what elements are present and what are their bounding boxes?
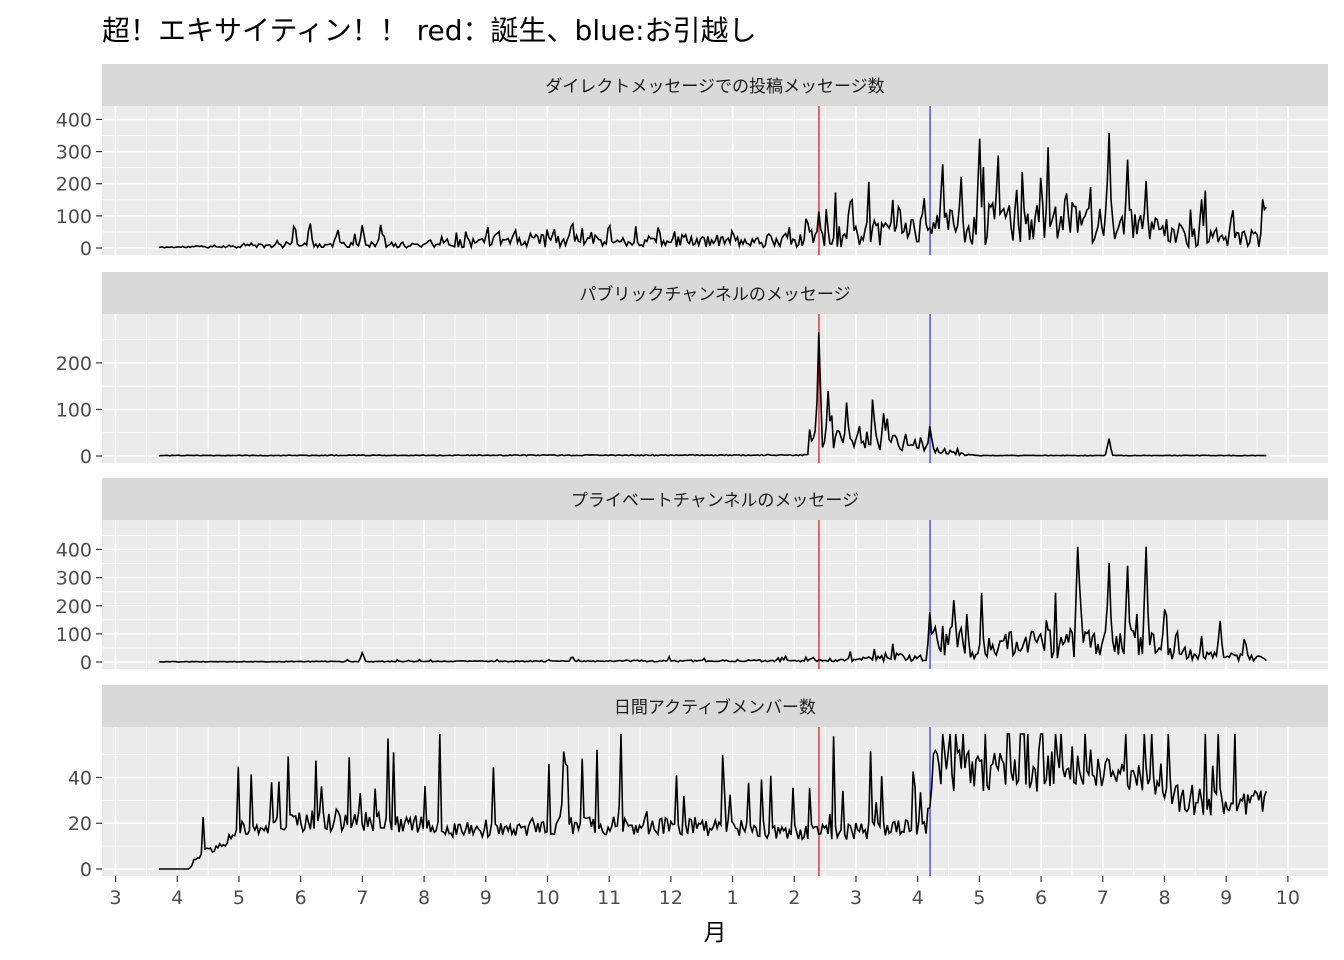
y-tick-label: 400 — [56, 109, 92, 131]
x-tick-label: 10 — [1276, 887, 1300, 909]
facet-strip — [102, 64, 1328, 106]
facet-strip — [102, 272, 1328, 314]
y-tick-label: 0 — [80, 238, 92, 260]
y-tick-label: 400 — [56, 540, 92, 562]
y-tick-label: 300 — [56, 568, 92, 590]
facet-public-channels: パブリックチャンネルのメッセージ 0 100 200 — [56, 272, 1328, 468]
y-axis: 0 20 40 — [68, 767, 102, 881]
x-tick-label: 5 — [233, 887, 245, 909]
x-tick-label: 1 — [727, 887, 739, 909]
x-tick-label: 8 — [1158, 887, 1170, 909]
series-line — [158, 132, 1267, 251]
x-tick-label: 9 — [480, 887, 492, 909]
facet-strip — [102, 478, 1328, 520]
y-axis: 0 100 200 — [56, 353, 102, 468]
x-tick-label: 10 — [535, 887, 559, 909]
panel-background — [102, 727, 1328, 876]
x-tick-label: 4 — [171, 887, 183, 909]
x-tick-label: 4 — [912, 887, 924, 909]
x-tick-label: 6 — [295, 887, 307, 909]
series-line — [158, 546, 1267, 665]
x-tick-label: 11 — [597, 887, 621, 909]
facet-title: プライベートチャンネルのメッセージ — [571, 491, 859, 511]
y-tick-label: 100 — [56, 206, 92, 228]
facet-direct-messages: ダイレクトメッセージでの投稿メッセージ数 0 100 200 300 400 — [56, 64, 1328, 260]
x-tick-label: 12 — [659, 887, 683, 909]
x-tick-label: 2 — [788, 887, 800, 909]
series-line — [158, 733, 1268, 870]
facet-title: 日間アクティブメンバー数 — [614, 697, 816, 718]
x-tick-label: 6 — [1035, 887, 1047, 909]
x-tick-label: 5 — [973, 887, 985, 909]
x-axis-label: 月 — [704, 920, 727, 946]
facet-title: パブリックチャンネルのメッセージ — [579, 284, 850, 305]
facet-title: ダイレクトメッセージでの投稿メッセージ数 — [545, 77, 884, 97]
y-tick-label: 0 — [80, 859, 92, 881]
y-tick-label: 200 — [56, 174, 92, 196]
x-tick-label: 9 — [1220, 887, 1232, 909]
gridlines — [102, 314, 1328, 463]
x-tick-label: 8 — [418, 887, 430, 909]
y-tick-label: 100 — [56, 399, 92, 421]
y-tick-label: 100 — [56, 624, 92, 646]
facet-strip — [102, 685, 1328, 727]
x-tick-label: 7 — [1097, 887, 1109, 909]
y-tick-label: 20 — [68, 813, 92, 835]
event-lines — [818, 520, 931, 669]
facet-private-channels: プライベートチャンネルのメッセージ 0 100 200 300 400 — [56, 478, 1328, 674]
panel-background — [102, 314, 1328, 463]
panel-background — [102, 106, 1328, 255]
x-tick-label: 3 — [850, 887, 862, 909]
x-tick-label: 7 — [356, 887, 368, 909]
y-axis: 0 100 200 300 400 — [56, 109, 102, 260]
chart-title: 超！エキサイティン！！ red：誕生、blue:お引越し — [102, 14, 757, 47]
y-tick-label: 200 — [56, 353, 92, 375]
y-tick-label: 300 — [56, 142, 92, 164]
x-tick-label: 3 — [110, 887, 122, 909]
x-axis: 3 4 5 6 7 8 9 10 11 12 1 2 3 4 5 6 7 8 9 10 — [110, 876, 1300, 909]
y-tick-label: 0 — [80, 446, 92, 468]
y-tick-label: 40 — [68, 767, 92, 789]
y-axis: 0 100 200 300 400 — [56, 540, 102, 674]
series-line — [158, 332, 1267, 457]
y-tick-label: 0 — [80, 652, 92, 674]
y-tick-label: 200 — [56, 596, 92, 618]
facet-daily-active-members: 日間アクティブメンバー数 0 20 40 — [68, 685, 1328, 881]
